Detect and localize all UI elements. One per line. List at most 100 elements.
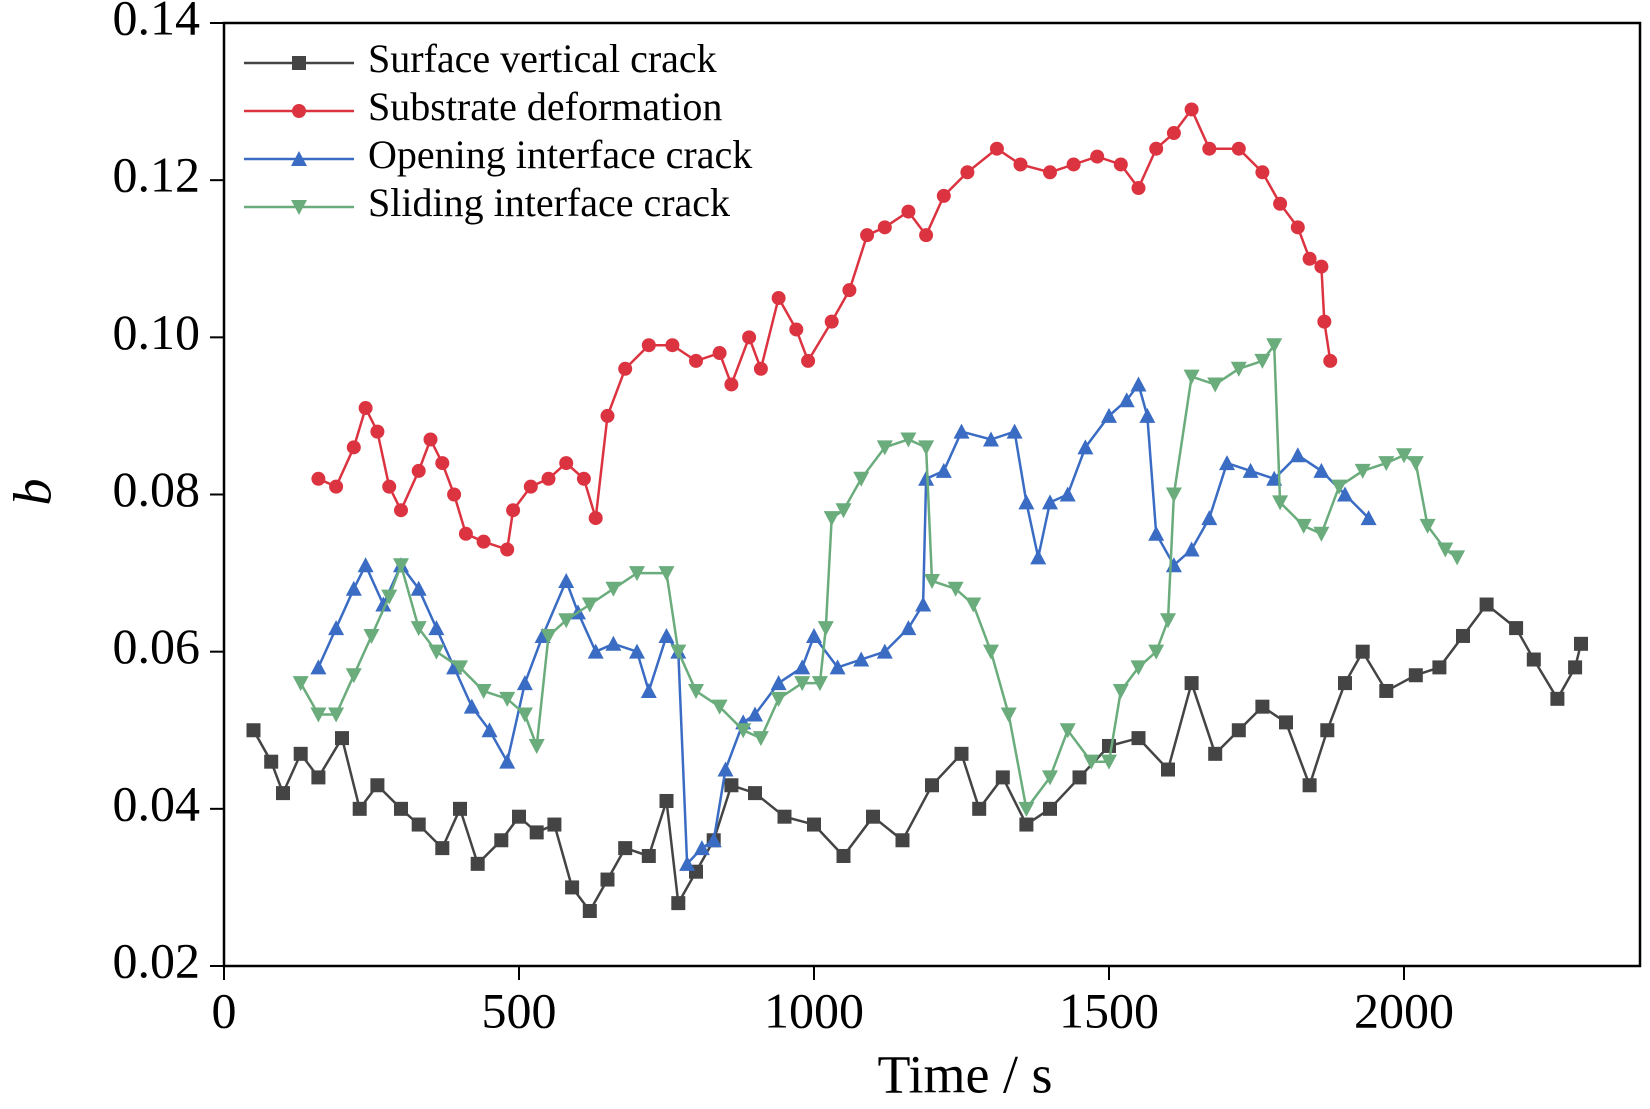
legend-label: Sliding interface crack [368,180,730,225]
y-tick-label: 0.06 [113,618,201,674]
marker [1323,353,1338,368]
marker [1550,691,1565,706]
marker [1360,510,1377,526]
marker [394,503,408,518]
marker [1255,165,1270,180]
marker [328,707,345,723]
marker [1338,676,1352,691]
marker [600,872,615,887]
marker [972,801,987,816]
marker [310,707,327,723]
marker [953,423,970,439]
marker [363,628,380,644]
marker [292,676,309,692]
marker [1568,660,1583,675]
marker [924,573,940,589]
marker [1030,549,1047,565]
marker [1183,369,1200,385]
marker [1201,510,1218,526]
marker [641,848,656,863]
marker [659,793,674,808]
marker [724,377,739,392]
legend-label: Substrate deformation [368,84,722,129]
marker [919,228,934,243]
marker [1149,141,1164,156]
marker [1254,353,1271,369]
marker [1077,439,1094,455]
marker [807,817,821,832]
marker [523,479,538,494]
marker [1272,495,1289,511]
x-axis-label: Time / s [877,1044,1052,1104]
marker [983,431,999,447]
marker [499,753,516,769]
marker [1449,550,1466,566]
marker [588,511,603,526]
marker [1255,699,1270,714]
marker [565,880,580,895]
marker [794,676,811,692]
marker [1102,738,1116,753]
marker [747,706,763,722]
marker [735,723,752,739]
marker [1317,314,1332,329]
marker [989,141,1004,156]
marker [1130,376,1147,392]
marker [1231,141,1246,156]
marker [1112,683,1129,699]
marker [789,322,804,337]
marker [506,503,521,518]
marker [1066,157,1081,172]
marker [752,731,769,747]
marker [860,228,875,243]
y-tick-label: 0.04 [113,775,201,831]
marker [770,691,787,707]
marker [1231,723,1246,738]
series-line [299,341,1458,812]
marker [806,627,822,643]
marker [935,462,952,478]
marker [1059,486,1076,502]
marker [1313,462,1330,478]
marker [711,699,728,715]
marker [1161,762,1175,777]
marker [954,746,969,761]
y-tick-label: 0.02 [113,932,201,988]
x-tick-label: 2000 [1354,982,1454,1038]
marker [393,558,409,574]
marker [375,596,392,612]
marker [310,659,327,675]
marker [1337,486,1353,502]
series-line [252,602,1583,914]
marker [618,841,633,856]
marker [1148,525,1165,541]
marker [918,470,935,486]
marker [641,338,656,353]
marker [1273,196,1288,211]
marker [705,832,722,848]
marker [995,770,1010,785]
marker [494,833,509,848]
marker [724,778,739,793]
marker [688,683,704,699]
marker [1456,628,1470,643]
marker [453,801,467,816]
x-tick-label: 1500 [1059,982,1159,1038]
marker [516,675,533,691]
marker [1131,731,1146,746]
marker [866,809,880,824]
marker [559,456,574,471]
marker [540,628,557,644]
marker [529,825,544,840]
marker [558,613,575,629]
marker [1432,660,1447,675]
marker [1408,668,1423,683]
marker [1379,683,1394,698]
marker [1160,613,1176,629]
y-tick-label: 0.14 [113,0,201,45]
x-tick-label: 1000 [764,982,864,1038]
marker [370,778,385,793]
marker [618,361,633,376]
marker [640,682,657,698]
